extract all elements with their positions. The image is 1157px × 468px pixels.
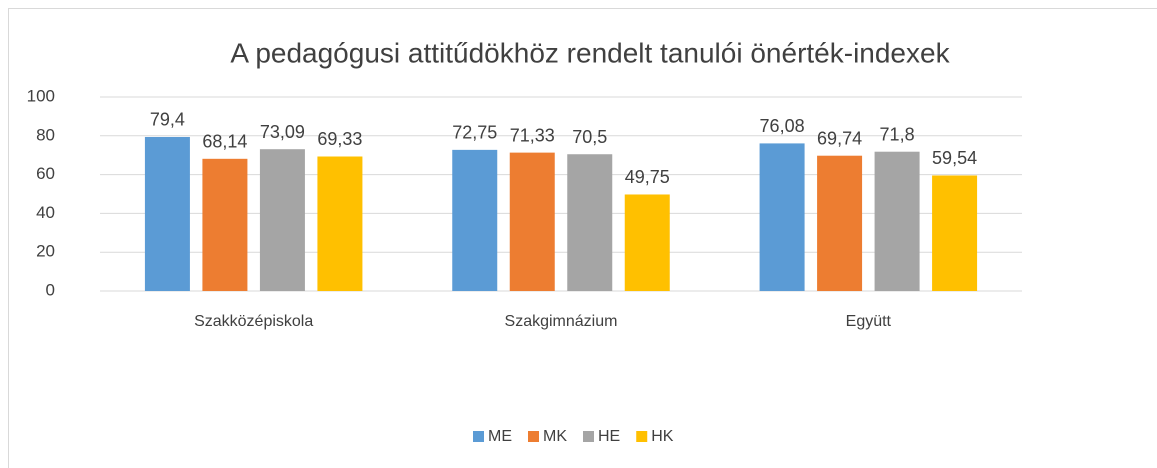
value-label: 59,54 (932, 148, 977, 168)
legend-label: MK (543, 428, 567, 445)
bar (932, 175, 978, 291)
value-label: 68,14 (202, 132, 247, 152)
value-label: 69,33 (317, 129, 362, 149)
value-label: 72,75 (452, 123, 497, 143)
x-tick-label: Szakgimnázium (505, 313, 618, 330)
value-label: 71,33 (510, 125, 555, 145)
bar (567, 154, 613, 291)
bar (144, 136, 190, 291)
y-tick-label: 80 (36, 125, 55, 144)
chart-title: A pedagógusi attitűdökhöz rendelt tanuló… (230, 37, 950, 68)
y-tick-label: 40 (36, 203, 55, 222)
legend-swatch (528, 431, 539, 442)
value-label: 71,8 (880, 124, 915, 144)
legend-swatch (583, 431, 594, 442)
bar (452, 149, 498, 291)
bar (624, 194, 670, 291)
bar (509, 152, 555, 291)
bar (759, 143, 805, 291)
value-label: 73,09 (260, 122, 305, 142)
value-label: 70,5 (572, 127, 607, 147)
value-label: 49,75 (625, 167, 670, 187)
value-label: 79,4 (150, 110, 185, 130)
bar (202, 158, 248, 291)
legend-swatch (473, 431, 484, 442)
legend-label: HE (598, 428, 620, 445)
legend-swatch (636, 431, 648, 442)
legend-label: HK (651, 428, 674, 445)
bar (317, 156, 363, 291)
y-tick-label: 100 (27, 86, 55, 105)
bar (874, 151, 920, 291)
y-tick-label: 60 (36, 164, 55, 183)
x-tick-label: Szakközépiskola (194, 313, 313, 330)
value-label: 69,74 (817, 128, 862, 148)
value-label: 76,08 (760, 116, 805, 136)
y-tick-label: 0 (46, 280, 55, 299)
x-tick-label: Együtt (846, 313, 892, 330)
legend-label: ME (488, 428, 512, 445)
y-tick-label: 20 (36, 242, 55, 261)
bar (259, 149, 305, 291)
bar (817, 155, 863, 291)
